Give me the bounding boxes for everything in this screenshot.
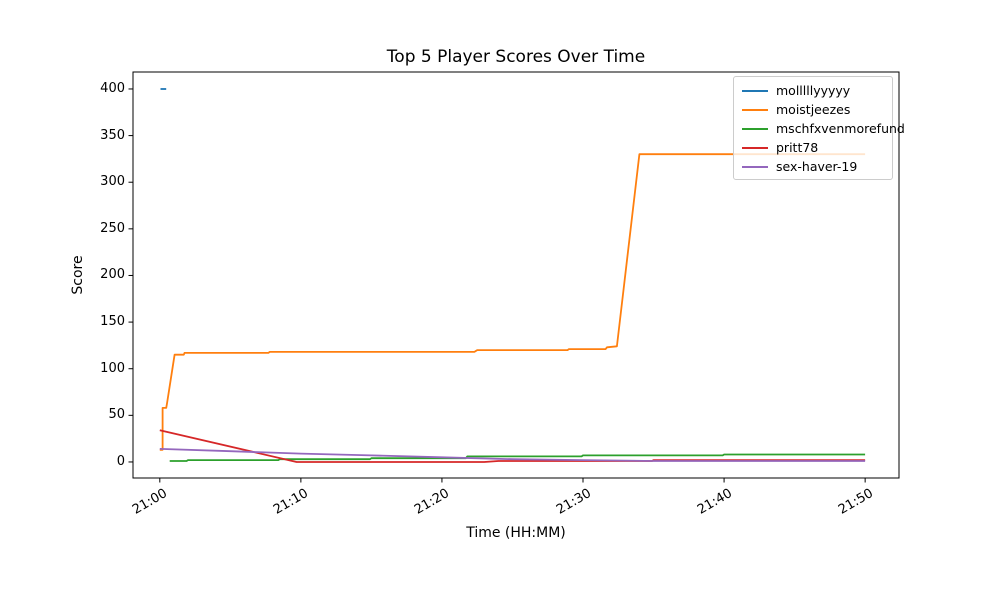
legend-label: moistjeezes [776, 102, 851, 117]
legend-line-swatch [742, 165, 768, 168]
series-line-mschfxvenmorefund [169, 453, 866, 462]
chart-title: Top 5 Player Scores Over Time [386, 47, 646, 67]
legend-line-swatch [742, 127, 768, 130]
x-axis-label: Time (HH:MM) [466, 525, 566, 541]
legend-item: molllllyyyyy [742, 81, 886, 100]
legend-label: mschfxvenmorefund [776, 121, 905, 136]
y-tick-label: 50 [108, 407, 125, 423]
legend-line-swatch [742, 108, 768, 111]
y-tick-label: 250 [100, 220, 125, 236]
legend-line-swatch [742, 89, 768, 92]
y-tick-label: 400 [100, 80, 125, 96]
legend-item: sex-haver-19 [742, 157, 886, 176]
y-tick-label: 200 [100, 267, 125, 283]
y-tick-label: 100 [100, 360, 125, 376]
y-tick-label: 0 [116, 453, 125, 469]
y-tick-label: 300 [100, 174, 125, 190]
legend-item: moistjeezes [742, 100, 886, 119]
legend-label: sex-haver-19 [776, 159, 858, 174]
legend: molllllyyyyy moistjeezes mschfxvenmorefund… [733, 76, 905, 180]
legend-label: pritt78 [776, 140, 819, 155]
legend-item: mschfxvenmorefund [742, 119, 905, 138]
y-axis-label: Score [70, 255, 86, 295]
legend-item: pritt78 [742, 138, 886, 157]
y-tick-label: 150 [100, 314, 125, 330]
series-line-sex-haver-19 [159, 448, 866, 462]
y-tick-label: 350 [100, 127, 125, 143]
series-line-moistjeezes [159, 153, 866, 451]
legend-label: molllllyyyyy [776, 83, 851, 98]
legend-line-swatch [742, 146, 768, 149]
